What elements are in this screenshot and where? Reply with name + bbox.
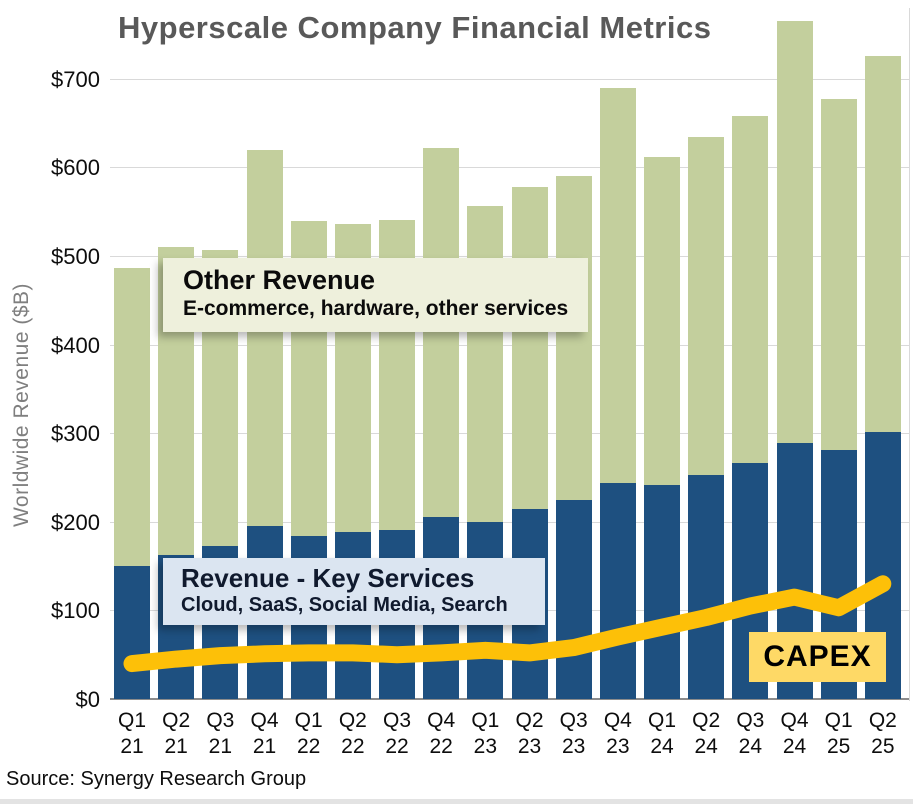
bar-key-services xyxy=(644,484,680,699)
source-note: Source: Synergy Research Group xyxy=(6,768,307,790)
y-axis-title: Worldwide Revenue ($B) xyxy=(10,282,33,528)
gridline xyxy=(110,167,909,169)
bar-key-services xyxy=(114,566,150,699)
y-tick-label: $500 xyxy=(51,244,100,270)
x-tick-label: Q4 22 xyxy=(427,709,456,758)
x-tick-label: Q3 24 xyxy=(736,709,765,758)
chart-title: Hyperscale Company Financial Metrics xyxy=(118,10,712,45)
x-tick-label: Q3 23 xyxy=(559,709,588,758)
x-tick-label: Q1 22 xyxy=(294,709,323,758)
x-tick-label: Q3 21 xyxy=(206,709,235,758)
gridline xyxy=(110,521,909,523)
x-axis-baseline xyxy=(110,698,909,700)
x-tick-label: Q2 25 xyxy=(868,709,897,758)
capex-legend-label: CAPEX xyxy=(763,640,872,673)
bar-key-services xyxy=(555,499,592,699)
key-services-legend-box: Revenue - Key Services Cloud, SaaS, Soci… xyxy=(163,558,545,625)
bar-other-revenue xyxy=(599,87,636,483)
x-tick-label: Q4 23 xyxy=(603,709,632,758)
x-tick-label: Q1 25 xyxy=(824,709,853,758)
gridline xyxy=(110,78,909,80)
x-tick-label: Q4 21 xyxy=(250,709,279,758)
key-services-legend-subtitle: Cloud, SaaS, Social Media, Search xyxy=(181,594,508,616)
y-tick-label: $100 xyxy=(51,598,100,624)
x-tick-label: Q2 21 xyxy=(162,709,191,758)
y-tick-label: $600 xyxy=(51,155,100,181)
gridline xyxy=(110,344,909,346)
bar-other-revenue xyxy=(246,149,283,527)
bar-other-revenue xyxy=(467,205,504,522)
bar-other-revenue xyxy=(555,176,592,500)
bar-other-revenue xyxy=(423,147,460,518)
x-tick-label: Q1 21 xyxy=(117,709,146,758)
y-tick-label: $400 xyxy=(51,332,100,358)
other-revenue-legend-title: Other Revenue xyxy=(183,265,376,295)
x-tick-label: Q1 24 xyxy=(647,709,676,758)
y-tick-label: $0 xyxy=(75,687,100,712)
bar-key-services xyxy=(599,482,636,699)
gridline xyxy=(110,256,909,258)
x-tick-label: Q2 24 xyxy=(692,709,721,758)
other-revenue-legend-subtitle: E-commerce, hardware, other services xyxy=(183,297,569,320)
bar-key-services xyxy=(688,474,725,699)
bar-other-revenue xyxy=(864,55,901,433)
bar-other-revenue xyxy=(776,21,813,443)
x-tick-label: Q3 22 xyxy=(382,709,411,758)
capex-legend-box: CAPEX xyxy=(749,632,886,682)
x-tick-label: Q2 22 xyxy=(338,709,367,758)
y-tick-label: $200 xyxy=(51,509,100,535)
bar-other-revenue xyxy=(644,156,680,485)
x-tick-label: Q1 23 xyxy=(471,709,500,758)
y-tick-label: $700 xyxy=(51,66,100,92)
bar-other-revenue xyxy=(820,99,857,451)
y-tick-label: $300 xyxy=(51,421,100,447)
gridline xyxy=(110,433,909,435)
x-tick-label: Q2 23 xyxy=(515,709,544,758)
bar-other-revenue xyxy=(732,116,769,464)
bar-other-revenue xyxy=(511,186,548,509)
bar-other-revenue xyxy=(688,137,725,475)
other-revenue-legend-box: Other Revenue E-commerce, hardware, othe… xyxy=(163,258,588,332)
bar-other-revenue xyxy=(114,267,150,567)
bottom-border xyxy=(0,799,913,804)
plot-right-border xyxy=(909,8,910,701)
key-services-legend-title: Revenue - Key Services xyxy=(181,563,475,593)
x-tick-label: Q4 24 xyxy=(780,709,809,758)
